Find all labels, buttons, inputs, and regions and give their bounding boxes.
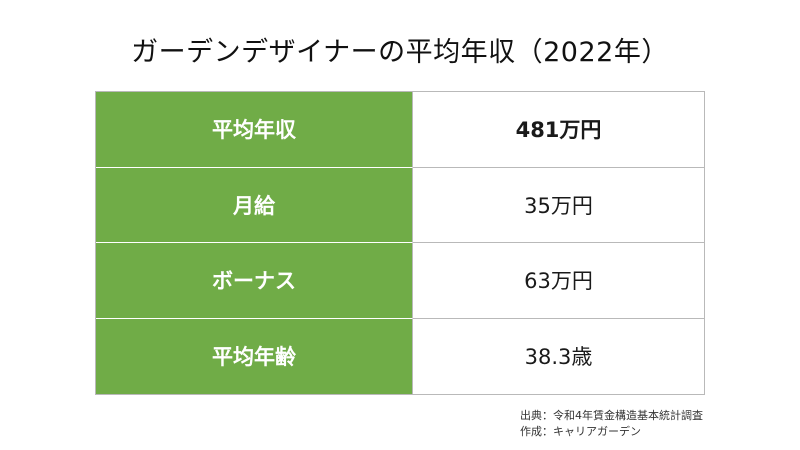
page-title: ガーデンデザイナーの平均年収（2022年） bbox=[131, 37, 669, 68]
salary-table: 平均年収 481万円 月給 35万円 ボーナス 63万円 平均年齢 38.3歳 bbox=[95, 91, 705, 395]
row-value-average-age: 38.3歳 bbox=[413, 318, 704, 394]
source-note: 出典：令和4年賃金構造基本統計調査 bbox=[520, 409, 703, 422]
row-label-monthly-salary: 月給 bbox=[96, 167, 413, 243]
source-footer: 出典：令和4年賃金構造基本統計調査 作成：キャリアガーデン bbox=[520, 408, 703, 440]
author-note: 作成：キャリアガーデン bbox=[520, 425, 641, 438]
row-value-bonus: 63万円 bbox=[413, 243, 704, 319]
row-value-annual-income: 481万円 bbox=[413, 92, 704, 168]
row-value-monthly-salary: 35万円 bbox=[413, 167, 704, 243]
row-label-annual-income: 平均年収 bbox=[96, 92, 413, 168]
row-label-bonus: ボーナス bbox=[96, 243, 413, 319]
row-label-average-age: 平均年齢 bbox=[96, 318, 413, 394]
